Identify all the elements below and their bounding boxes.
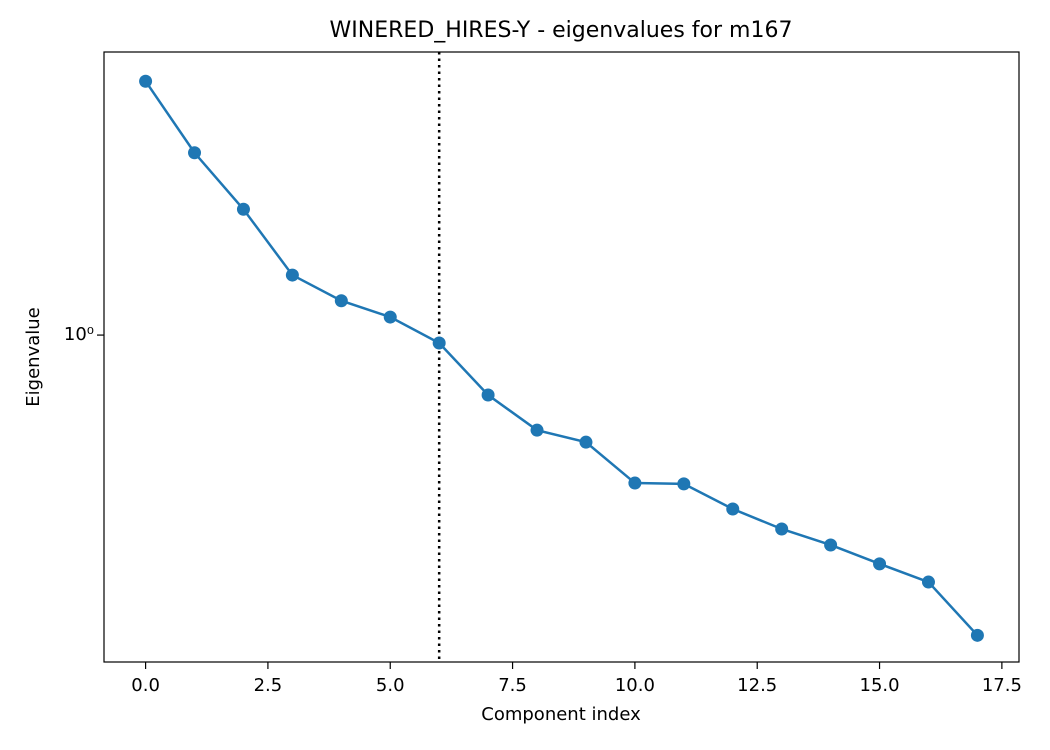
data-point bbox=[677, 477, 691, 491]
series-line bbox=[144, 80, 979, 637]
x-tick-label: 0.0 bbox=[131, 675, 160, 696]
x-tick-label: 2.5 bbox=[254, 675, 283, 696]
data-point bbox=[775, 522, 789, 536]
x-axis-label: Component index bbox=[481, 704, 641, 725]
x-tick-label: 17.5 bbox=[982, 675, 1022, 696]
data-point bbox=[139, 74, 153, 88]
data-point bbox=[628, 476, 642, 490]
x-tick-label: 15.0 bbox=[860, 675, 900, 696]
chart-title: WINERED_HIRES-Y - eigenvalues for m167 bbox=[330, 18, 793, 43]
y-tick-label: 10⁰ bbox=[64, 324, 94, 345]
data-point bbox=[530, 423, 544, 437]
plot-frame bbox=[103, 51, 1020, 663]
data-point bbox=[236, 202, 250, 216]
x-tick-label: 10.0 bbox=[615, 675, 655, 696]
data-point bbox=[921, 575, 935, 589]
data-point bbox=[579, 435, 593, 449]
data-point bbox=[824, 538, 838, 552]
data-point bbox=[285, 268, 299, 282]
data-point bbox=[481, 388, 495, 402]
data-point bbox=[334, 294, 348, 308]
data-point bbox=[873, 557, 887, 571]
data-point bbox=[383, 310, 397, 324]
data-point bbox=[970, 628, 984, 642]
x-tick-label: 7.5 bbox=[498, 675, 527, 696]
data-point bbox=[432, 336, 446, 350]
x-tick-label: 5.0 bbox=[376, 675, 405, 696]
y-axis-label: Eigenvalue bbox=[23, 307, 44, 406]
x-tick-label: 12.5 bbox=[737, 675, 777, 696]
data-point bbox=[726, 502, 740, 516]
data-point bbox=[188, 146, 202, 160]
